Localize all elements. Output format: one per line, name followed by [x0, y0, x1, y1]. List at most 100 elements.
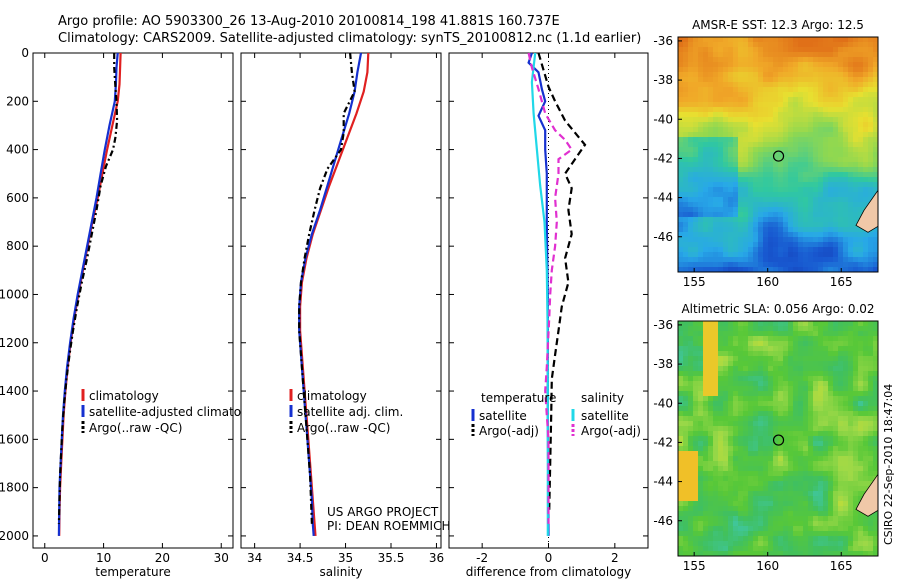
- map-cell: [863, 242, 869, 248]
- map-cell: [763, 551, 769, 557]
- map-cell: [768, 436, 774, 442]
- map-cell: [718, 242, 724, 248]
- map-cell: [793, 516, 799, 522]
- map-cell: [748, 147, 754, 153]
- map-cell: [708, 47, 714, 53]
- map-cell: [693, 476, 699, 482]
- map-cell: [838, 471, 844, 477]
- map-cell: [778, 102, 784, 108]
- map-cell: [838, 421, 844, 427]
- map-cell: [853, 346, 859, 352]
- map-cell: [763, 451, 769, 457]
- map-cell: [833, 227, 839, 233]
- map-cell: [718, 62, 724, 68]
- map-cell: [848, 351, 854, 357]
- map-cell: [763, 57, 769, 63]
- map-cell: [773, 426, 779, 432]
- map-cell: [778, 182, 784, 188]
- map-cell: [773, 47, 779, 53]
- map-cell: [718, 426, 724, 432]
- map-cell: [718, 122, 724, 128]
- map-cell: [693, 511, 699, 517]
- map-cell: [858, 521, 864, 527]
- map-cell: [753, 112, 759, 118]
- map-cell: [708, 396, 714, 402]
- map-cell: [843, 546, 849, 552]
- map-cell: [838, 67, 844, 73]
- map-cell: [708, 157, 714, 163]
- map-cell: [743, 386, 749, 392]
- map-cell: [733, 366, 739, 372]
- map-cell: [813, 406, 819, 412]
- map-cell: [743, 366, 749, 372]
- map-cell: [803, 421, 809, 427]
- map-cell: [808, 37, 814, 43]
- map-cell: [708, 257, 714, 263]
- map-cell: [873, 147, 879, 153]
- map-cell: [838, 451, 844, 457]
- map-cell: [723, 481, 729, 487]
- map-cell: [838, 172, 844, 178]
- map-cell: [873, 361, 879, 367]
- map-cell: [688, 466, 694, 472]
- map-cell: [843, 252, 849, 258]
- map-cell: [773, 391, 779, 397]
- map-cell: [783, 331, 789, 337]
- map-cell: [758, 42, 764, 48]
- map-cell: [823, 57, 829, 63]
- map-cell: [763, 47, 769, 53]
- map-cell: [808, 127, 814, 133]
- map-cell: [763, 127, 769, 133]
- map-cell: [728, 242, 734, 248]
- map-cell: [813, 102, 819, 108]
- map-cell: [803, 197, 809, 203]
- map-cell: [778, 536, 784, 542]
- map-cell: [753, 526, 759, 532]
- map-cell: [783, 546, 789, 552]
- map-cell: [678, 247, 684, 253]
- map-cell: [733, 42, 739, 48]
- map-cell: [718, 436, 724, 442]
- legend-label: satellite: [581, 409, 629, 423]
- map-cell: [718, 227, 724, 233]
- map-cell: [813, 72, 819, 78]
- map-cell: [773, 461, 779, 467]
- map-cell: [678, 351, 684, 357]
- map-cell: [788, 476, 794, 482]
- map-cell: [868, 451, 874, 457]
- map-cell: [863, 466, 869, 472]
- map-cell: [768, 321, 774, 327]
- map-cell: [848, 247, 854, 253]
- map-cell: [708, 122, 714, 128]
- map-cell: [853, 511, 859, 517]
- map-cell: [793, 267, 799, 273]
- map-cell: [828, 321, 834, 327]
- map-cell: [833, 486, 839, 492]
- map-cell: [873, 237, 879, 243]
- map-cell: [868, 466, 874, 472]
- map-cell: [703, 521, 709, 527]
- map-cell: [678, 47, 684, 53]
- map-cell: [758, 152, 764, 158]
- map-cell: [818, 47, 824, 53]
- map-cell: [798, 232, 804, 238]
- map-cell: [758, 341, 764, 347]
- map-cell: [828, 257, 834, 263]
- map-cell: [723, 496, 729, 502]
- map-cell: [688, 421, 694, 427]
- map-cell: [753, 346, 759, 352]
- xaxis-label: difference from climatology: [466, 565, 632, 579]
- map-cell: [773, 87, 779, 93]
- map-cell: [823, 152, 829, 158]
- map-cell: [728, 456, 734, 462]
- map-cell: [828, 112, 834, 118]
- map-cell: [733, 431, 739, 437]
- map-cell: [823, 371, 829, 377]
- map-cell: [723, 222, 729, 228]
- map-cell: [793, 212, 799, 218]
- map-cell: [733, 187, 739, 193]
- map-cell: [833, 152, 839, 158]
- map-cell: [868, 37, 874, 43]
- map-cell: [688, 496, 694, 502]
- map-cell: [733, 421, 739, 427]
